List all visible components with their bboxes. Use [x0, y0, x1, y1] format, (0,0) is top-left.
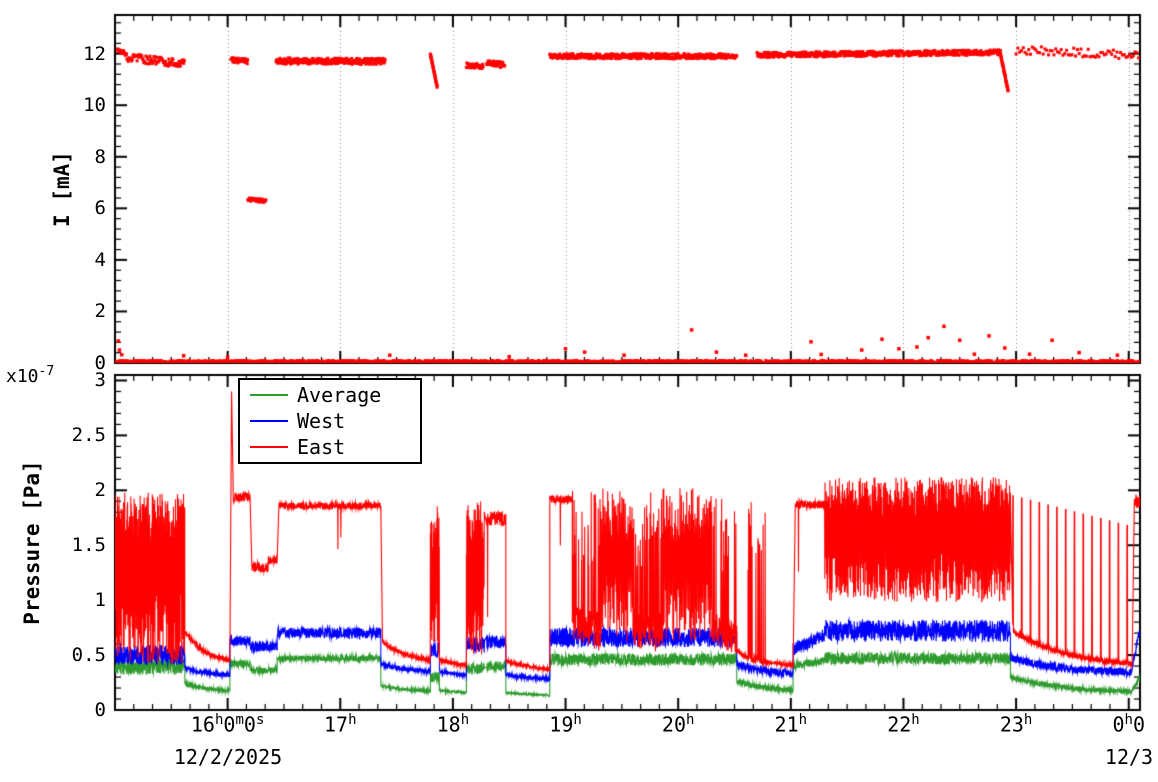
y-tick-label-pressure: 0.5 [71, 644, 106, 667]
y-tick-label-pressure: 1 [94, 589, 106, 612]
exponent-mantissa: x10 [6, 366, 39, 387]
x-tick-label: 0h0 [1112, 712, 1145, 737]
legend-label: East [297, 435, 346, 459]
x-tick-label: 16h0m0s [190, 712, 265, 737]
legend-entry-east: East [240, 434, 420, 460]
x-tick-label: 17h [324, 712, 357, 737]
y-tick-label-pressure: 2.5 [71, 424, 106, 447]
y-tick-label-current: 8 [94, 145, 106, 168]
x-tick-label: 18h [436, 712, 470, 737]
x-tick-label: 19h [549, 712, 582, 737]
y-tick-label-current: 4 [94, 248, 106, 271]
legend-label: Average [297, 383, 382, 407]
y-tick-label-current: 6 [94, 197, 106, 220]
y-tick-label-pressure: 3 [94, 369, 106, 392]
pressure-exponent-label: x10-7 [6, 364, 54, 387]
y-tick-label-current: 10 [83, 94, 106, 117]
x-tick-label: 22h [887, 712, 920, 737]
legend-line-sample [250, 420, 288, 422]
date-label-start: 12/2/2025 [173, 745, 283, 769]
x-tick-label: 20h [661, 712, 695, 737]
y-tick-label-current: 12 [83, 42, 106, 65]
y-tick-label-current: 2 [94, 300, 106, 323]
legend: Average West East [238, 378, 422, 464]
y-tick-label-pressure: 0 [94, 699, 106, 721]
x-tick-label: 23h [999, 712, 1033, 737]
date-label-end: 12/3 [1104, 745, 1154, 769]
y-tick-label-pressure: 1.5 [71, 534, 106, 557]
x-tick-label: 21h [774, 712, 808, 737]
exponent-power: -7 [38, 364, 55, 379]
legend-label: West [297, 409, 346, 433]
y-tick-label-current: 0 [94, 352, 106, 374]
y-tick-label-pressure: 2 [94, 479, 106, 502]
legend-line-sample [250, 394, 288, 396]
legend-line-sample [250, 446, 288, 448]
legend-entry-west: West [240, 408, 420, 434]
legend-entry-average: Average [240, 382, 420, 408]
